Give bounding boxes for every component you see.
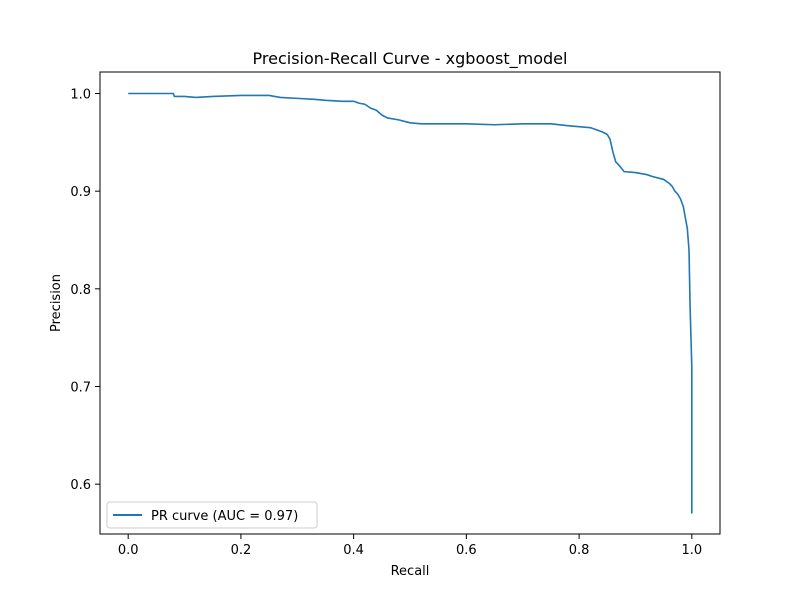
x-tick-label: 0.2 bbox=[231, 543, 252, 558]
y-tick-label: 1.0 bbox=[70, 87, 91, 102]
plot-area bbox=[100, 72, 720, 534]
legend-label: PR curve (AUC = 0.97) bbox=[151, 509, 298, 524]
chart-title: Precision-Recall Curve - xgboost_model bbox=[253, 49, 568, 69]
x-tick-label: 0.6 bbox=[456, 543, 477, 558]
pr-curve-line bbox=[128, 92, 693, 514]
y-tick-label: 0.6 bbox=[70, 478, 91, 493]
plot-frame bbox=[99, 71, 721, 535]
y-tick-label: 0.9 bbox=[70, 185, 91, 200]
series-layer bbox=[128, 92, 693, 514]
x-tick-label: 0.4 bbox=[343, 543, 364, 558]
y-tick-label: 0.7 bbox=[70, 381, 91, 396]
x-tick-label: 0.8 bbox=[569, 543, 590, 558]
y-axis-label: Precision bbox=[49, 274, 64, 332]
legend: PR curve (AUC = 0.97) bbox=[106, 501, 318, 529]
y-tick-label: 0.8 bbox=[70, 283, 91, 298]
y-axis-ticks: 0.6 0.7 0.8 0.9 1.0 bbox=[70, 87, 100, 493]
x-tick-label: 0.0 bbox=[118, 543, 139, 558]
legend-frame bbox=[106, 501, 318, 529]
x-tick-label: 1.0 bbox=[681, 543, 702, 558]
x-axis-label: Recall bbox=[391, 564, 430, 579]
x-axis-ticks: 0.0 0.2 0.4 0.6 0.8 1.0 bbox=[118, 534, 702, 558]
